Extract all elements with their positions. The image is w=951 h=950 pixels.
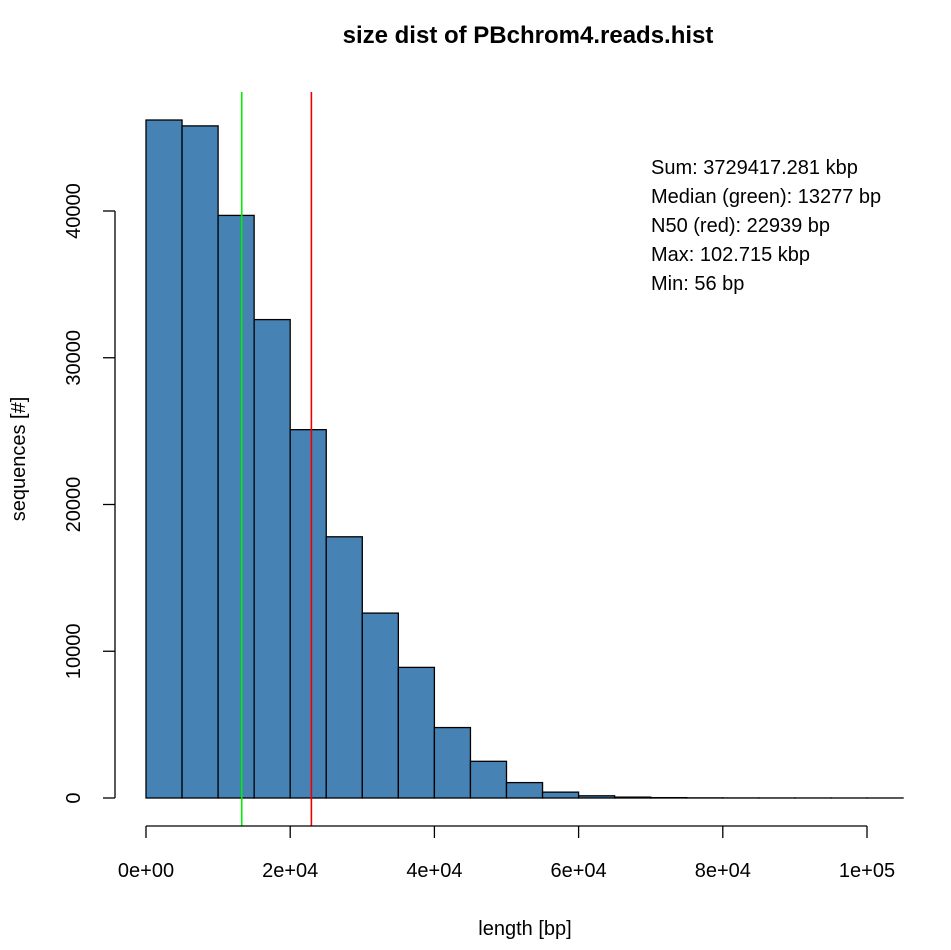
x-axis-label: length [bp] <box>478 918 571 940</box>
histogram-bar-12 <box>577 795 616 799</box>
y-tick-label-0: 0 <box>63 792 85 803</box>
histogram-bar-8 <box>433 726 472 799</box>
histogram-bar-6 <box>361 612 399 799</box>
y-tick-label-1: 10000 <box>63 623 85 679</box>
x-axis: 0e+00 2e+04 4e+04 6e+04 8e+04 1e+05 <box>118 825 895 882</box>
x-tick-label-5: 1e+05 <box>839 860 895 882</box>
histogram-bar-5 <box>325 536 363 799</box>
x-tick-label-4: 8e+04 <box>695 860 751 882</box>
histogram-bar-7 <box>397 666 436 799</box>
x-tick-label-0: 0e+00 <box>118 860 174 882</box>
histogram-bar-4 <box>289 429 327 799</box>
x-tick-label-3: 6e+04 <box>551 860 607 882</box>
y-tick-label-3: 30000 <box>63 330 85 386</box>
histogram-bar-13 <box>614 796 652 799</box>
histogram-bar-1 <box>181 125 219 799</box>
annotation-line-2: N50 (red): 22939 bp <box>651 215 830 237</box>
bars-group <box>145 119 904 799</box>
vertical-lines-group <box>240 92 313 826</box>
annotation-line-4: Min: 56 bp <box>651 273 744 295</box>
y-tick-label-4: 40000 <box>63 183 85 239</box>
annotation-line-3: Max: 102.715 kbp <box>651 244 810 266</box>
y-axis-label: sequences [#] <box>8 397 30 522</box>
stats-annotations: Sum: 3729417.281 kbp Median (green): 1327… <box>651 157 881 295</box>
histogram-bar-3 <box>253 318 291 799</box>
y-tick-label-2: 20000 <box>63 477 85 533</box>
histogram-bar-2 <box>217 214 255 799</box>
x-tick-label-1: 2e+04 <box>262 860 318 882</box>
y-axis: 0 10000 20000 30000 40000 <box>63 183 116 804</box>
histogram-bar-9 <box>469 760 508 799</box>
histogram-bar-10 <box>505 781 544 799</box>
histogram-bar-0 <box>145 119 183 799</box>
chart-title: size dist of PBchrom4.reads.hist <box>343 22 714 49</box>
histogram-bar-11 <box>541 791 580 799</box>
annotation-line-0: Sum: 3729417.281 kbp <box>651 157 858 179</box>
x-tick-label-2: 4e+04 <box>406 860 462 882</box>
annotation-line-1: Median (green): 13277 bp <box>651 186 881 208</box>
